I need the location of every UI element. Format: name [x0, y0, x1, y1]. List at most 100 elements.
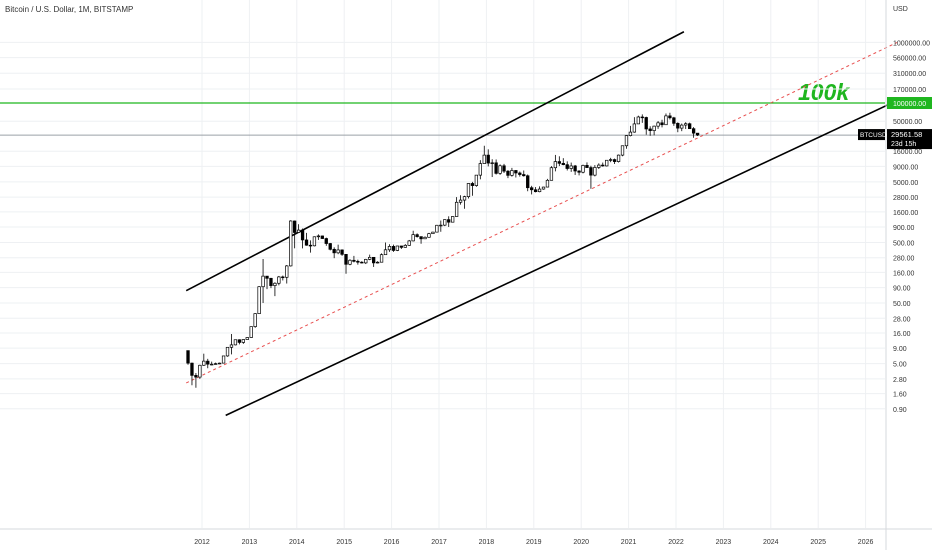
- candle-body: [541, 186, 546, 190]
- candle-2015-10: [379, 253, 384, 263]
- candle-body: [300, 229, 305, 241]
- candle-2015-04: [356, 259, 360, 265]
- candle-2013-05: [265, 275, 269, 290]
- candle-2017-04: [451, 216, 455, 223]
- y-tick-100k-bg: [887, 97, 932, 109]
- x-tick-label: 2016: [384, 539, 400, 546]
- y-tick-label: 560000.00: [893, 56, 926, 63]
- y-tick-label: 5000.00: [893, 180, 918, 187]
- candle-body: [474, 174, 479, 186]
- candle-2017-10: [474, 174, 479, 187]
- candle-body: [628, 131, 633, 136]
- chart-title: Bitcoin / U.S. Dollar, 1M, BITSTAMP: [5, 5, 134, 14]
- candle-body: [565, 164, 569, 169]
- candle-2019-01: [533, 187, 538, 193]
- x-tick-label: 2017: [431, 539, 447, 546]
- candle-body: [470, 183, 475, 186]
- candle-body: [454, 201, 459, 217]
- y-tick-label: 310000.00: [893, 71, 926, 78]
- candle-body: [581, 165, 585, 173]
- candle-2016-03: [399, 245, 403, 249]
- candle-2019-02: [537, 186, 542, 193]
- candle-body: [261, 275, 265, 288]
- candle-2013-04: [261, 259, 265, 304]
- x-tick-label: 2014: [289, 539, 305, 546]
- candle-2016-07: [415, 233, 419, 238]
- candle-body: [372, 256, 376, 264]
- candle-body: [273, 282, 277, 286]
- y-tick-label: 5.00: [893, 362, 907, 369]
- candle-2015-06: [364, 258, 368, 265]
- candle-2013-02: [253, 313, 257, 328]
- candle-2012-05: [217, 362, 222, 365]
- candle-2020-07: [605, 159, 609, 167]
- candle-body: [431, 231, 435, 235]
- candle-2019-07: [557, 156, 561, 167]
- candle-body: [545, 179, 550, 188]
- candle-2015-11: [383, 242, 388, 256]
- y-tick-label: 2800.00: [893, 195, 918, 202]
- candle-2014-09: [328, 242, 332, 251]
- candle-body: [225, 346, 230, 357]
- candle-body: [660, 122, 664, 126]
- candle-2018-10: [522, 170, 526, 177]
- candle-2015-12: [387, 244, 392, 252]
- candle-2017-12: [482, 145, 486, 164]
- candle-2017-01: [439, 220, 443, 232]
- candle-body: [269, 277, 273, 286]
- candle-2017-08: [466, 183, 471, 199]
- candle-body: [356, 260, 360, 263]
- candle-2017-07: [462, 195, 467, 209]
- candle-body: [672, 117, 676, 124]
- candle-2021-02: [632, 117, 637, 133]
- candle-body: [605, 159, 609, 167]
- x-tick-label: 2019: [526, 539, 542, 546]
- candle-2014-01: [296, 224, 301, 233]
- candle-2020-10: [616, 154, 621, 163]
- candle-2020-08: [609, 157, 613, 163]
- channel-mid: [185, 41, 898, 384]
- grid: [0, 0, 885, 528]
- candle-2018-03: [494, 159, 498, 175]
- candle-body: [391, 246, 396, 251]
- candle-2012-11: [241, 339, 245, 344]
- candle-body: [241, 339, 245, 343]
- candle-2017-03: [447, 216, 451, 227]
- candle-2014-07: [320, 235, 324, 239]
- candle-2022-03: [684, 122, 688, 130]
- candle-2021-04: [640, 114, 644, 123]
- candle-2019-12: [577, 170, 581, 176]
- candle-body: [506, 170, 510, 176]
- candle-2013-06: [269, 277, 273, 289]
- candle-2017-02: [443, 219, 447, 227]
- candle-2011-11: [194, 373, 198, 388]
- candle-2012-09: [233, 339, 238, 346]
- candle-2016-01: [391, 244, 396, 252]
- candle-body: [502, 165, 506, 172]
- x-tick-label: 2026: [858, 539, 874, 546]
- candle-body: [585, 165, 589, 168]
- candle-body: [458, 199, 463, 203]
- y-tick-label: 90.00: [893, 286, 911, 293]
- candle-2018-07: [510, 167, 514, 177]
- candle-body: [320, 235, 324, 239]
- candle-2014-02: [300, 228, 305, 249]
- candle-body: [190, 362, 194, 376]
- candle-2015-03: [352, 255, 356, 263]
- y-tick-label: 1.60: [893, 392, 907, 399]
- candle-body: [451, 216, 455, 223]
- candle-body: [624, 135, 629, 147]
- candle-body: [281, 276, 285, 279]
- candle-2011-09: [186, 350, 190, 365]
- y-tick-label: 900.00: [893, 225, 915, 232]
- candle-2019-04: [545, 178, 550, 188]
- channel-lines: [185, 31, 898, 417]
- y-tick-label: 0.90: [893, 407, 907, 414]
- horizontal-lines: [0, 102, 885, 136]
- candle-2021-03: [636, 115, 640, 125]
- candle-body: [194, 375, 198, 378]
- candle-body: [561, 162, 565, 166]
- candle-2016-09: [423, 236, 427, 240]
- candle-2014-08: [324, 237, 328, 246]
